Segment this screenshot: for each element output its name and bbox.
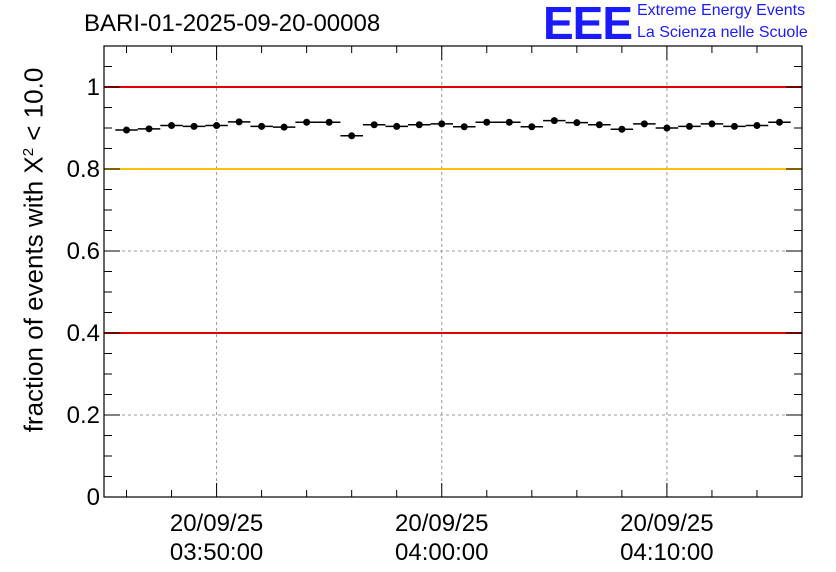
data-point (685, 122, 693, 130)
data-point (775, 118, 783, 126)
logo-tagline-1: Extreme Energy Events (637, 2, 806, 19)
data-point (348, 132, 356, 140)
x-tick-date: 20/09/25 (620, 510, 714, 537)
data-point (573, 119, 581, 127)
y-tick-label: 0.4 (67, 320, 100, 347)
data-point (438, 120, 446, 128)
data-point (415, 121, 423, 129)
plot-frame (103, 45, 803, 498)
data-point (640, 120, 648, 128)
y-tick-label: 0 (87, 484, 100, 511)
data-point (258, 122, 266, 130)
x-tick-label: 20/09/25 04:00:00 (362, 509, 522, 567)
data-point (595, 121, 603, 129)
x-tick-date: 20/09/25 (169, 510, 264, 537)
y-tick-label: 0.8 (67, 156, 100, 183)
logo-tagline-2: La Scienza nelle Scuole (637, 24, 808, 41)
data-point (280, 123, 288, 131)
data-point (190, 122, 198, 130)
data-point (618, 125, 626, 133)
x-tick-label: 20/09/25 04:10:00 (587, 509, 747, 567)
data-point (123, 126, 131, 134)
y-tick-label: 0.6 (67, 238, 100, 265)
data-point (753, 122, 761, 130)
data-point (303, 118, 311, 126)
x-tick-time: 04:00:00 (395, 539, 489, 566)
data-point (235, 118, 243, 126)
x-tick-time: 04:10:00 (620, 539, 714, 566)
x-tick-date: 20/09/25 (395, 510, 489, 537)
data-point (460, 123, 468, 131)
data-point (145, 125, 153, 133)
data-point (528, 123, 536, 131)
data-point (550, 117, 558, 125)
x-tick-label: 20/09/25 03:50:00 (137, 509, 297, 567)
data-point (213, 122, 221, 130)
y-tick-label: 0.2 (67, 402, 100, 429)
data-point (663, 124, 671, 132)
data-point (393, 122, 401, 130)
data-point (168, 122, 176, 130)
data-point (730, 122, 738, 130)
data-point (483, 118, 491, 126)
data-point (370, 121, 378, 129)
y-tick-label: 1 (87, 74, 100, 101)
eee-logo: EEE (543, 0, 633, 49)
data-point (325, 118, 333, 126)
x-tick-time: 03:50:00 (169, 539, 264, 566)
data-point (708, 120, 716, 128)
data-point (505, 118, 513, 126)
chart-title: BARI-01-2025-09-20-00008 (84, 10, 381, 37)
